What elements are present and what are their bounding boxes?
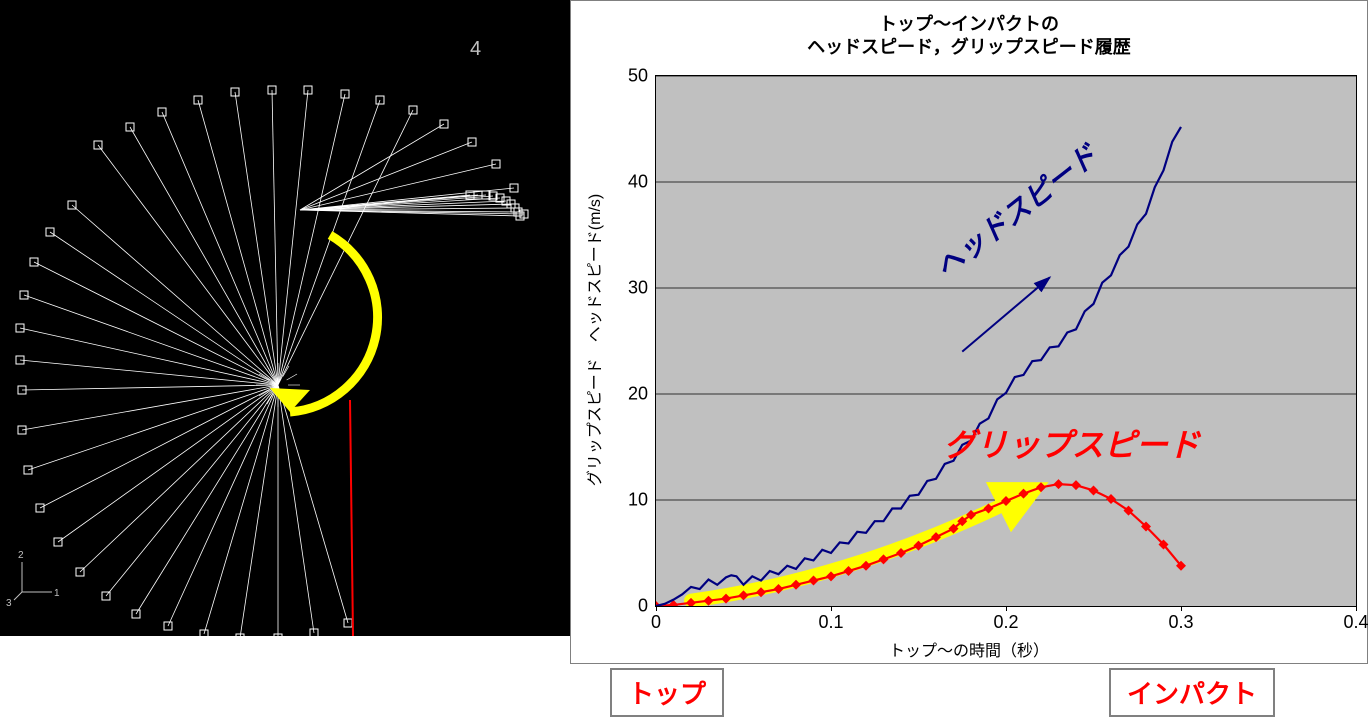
swing-trace-svg: 4 2 1 3: [0, 0, 570, 636]
y-tick-label: 50: [628, 66, 656, 87]
top-label-box: トップ: [610, 668, 724, 717]
x-tick-label: 0: [651, 606, 661, 633]
grip-speed-label: グリップスピード: [944, 420, 1200, 466]
y-tick-label: 20: [628, 384, 656, 405]
chart-title: トップ～インパクトの ヘッドスピード，グリップスピード履歴: [571, 13, 1367, 60]
top-label-text: トップ: [628, 679, 706, 709]
svg-text:3: 3: [6, 598, 12, 609]
left-visualization-panel: 4 2 1 3: [0, 0, 570, 636]
impact-label-box: インパクト: [1109, 668, 1275, 717]
chart-title-line2: ヘッドスピード，グリップスピード履歴: [807, 37, 1131, 57]
y-tick-label: 40: [628, 172, 656, 193]
chart-plot-area: 0102030405000.10.20.30.4: [655, 75, 1357, 607]
y-tick-label: 10: [628, 490, 656, 511]
svg-text:4: 4: [470, 38, 481, 60]
x-tick-label: 0.1: [818, 606, 843, 633]
root: 4213 トップ～インパクトの ヘッドスピード，グリップスピード履歴 01020…: [0, 0, 1368, 722]
impact-label-text: インパクト: [1127, 679, 1257, 709]
svg-text:2: 2: [18, 550, 24, 561]
chart-panel: トップ～インパクトの ヘッドスピード，グリップスピード履歴 0102030405…: [570, 0, 1368, 722]
y-axis-title: グリップスピード ヘッドスピード(m/s): [581, 194, 605, 486]
chart-svg: [656, 76, 1356, 606]
x-tick-label: 0.3: [1168, 606, 1193, 633]
y-tick-label: 30: [628, 278, 656, 299]
x-tick-label: 0.2: [993, 606, 1018, 633]
chart-outer-frame: トップ～インパクトの ヘッドスピード，グリップスピード履歴 0102030405…: [570, 0, 1368, 664]
x-axis-title: トップ～の時間（秒）: [571, 637, 1367, 661]
svg-text:1: 1: [54, 588, 60, 599]
x-tick-label: 0.4: [1343, 606, 1368, 633]
chart-title-line1: トップ～インパクトの: [879, 14, 1059, 34]
